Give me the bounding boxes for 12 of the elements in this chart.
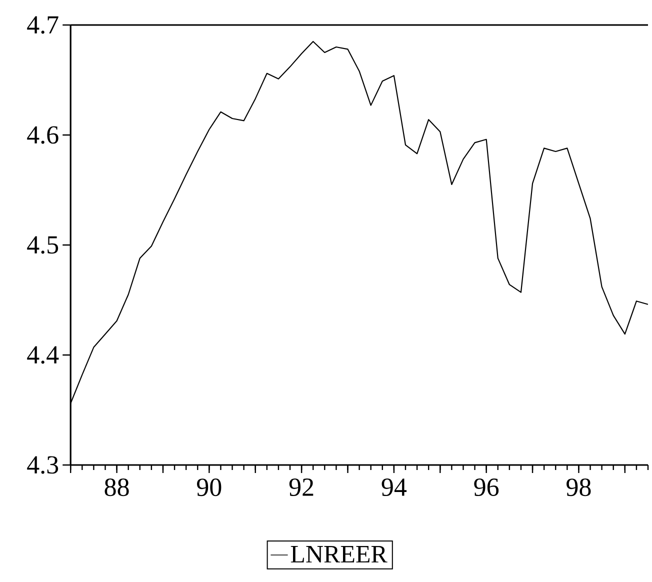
x-tick-label: 90	[197, 478, 222, 496]
y-tick-label: 4.4	[27, 346, 59, 364]
x-tick-label: 88	[104, 478, 129, 496]
x-tick-label: 96	[474, 478, 499, 496]
x-tick-label: 94	[382, 478, 407, 496]
y-tick-label: 4.7	[27, 16, 58, 34]
y-tick-label: 4.6	[27, 126, 58, 144]
legend-label: LNREER	[290, 546, 388, 562]
y-tick-label: 4.3	[27, 456, 58, 474]
y-tick-label: 4.5	[27, 236, 58, 254]
x-tick-label: 92	[289, 478, 314, 496]
x-tick-label: 98	[566, 478, 591, 496]
